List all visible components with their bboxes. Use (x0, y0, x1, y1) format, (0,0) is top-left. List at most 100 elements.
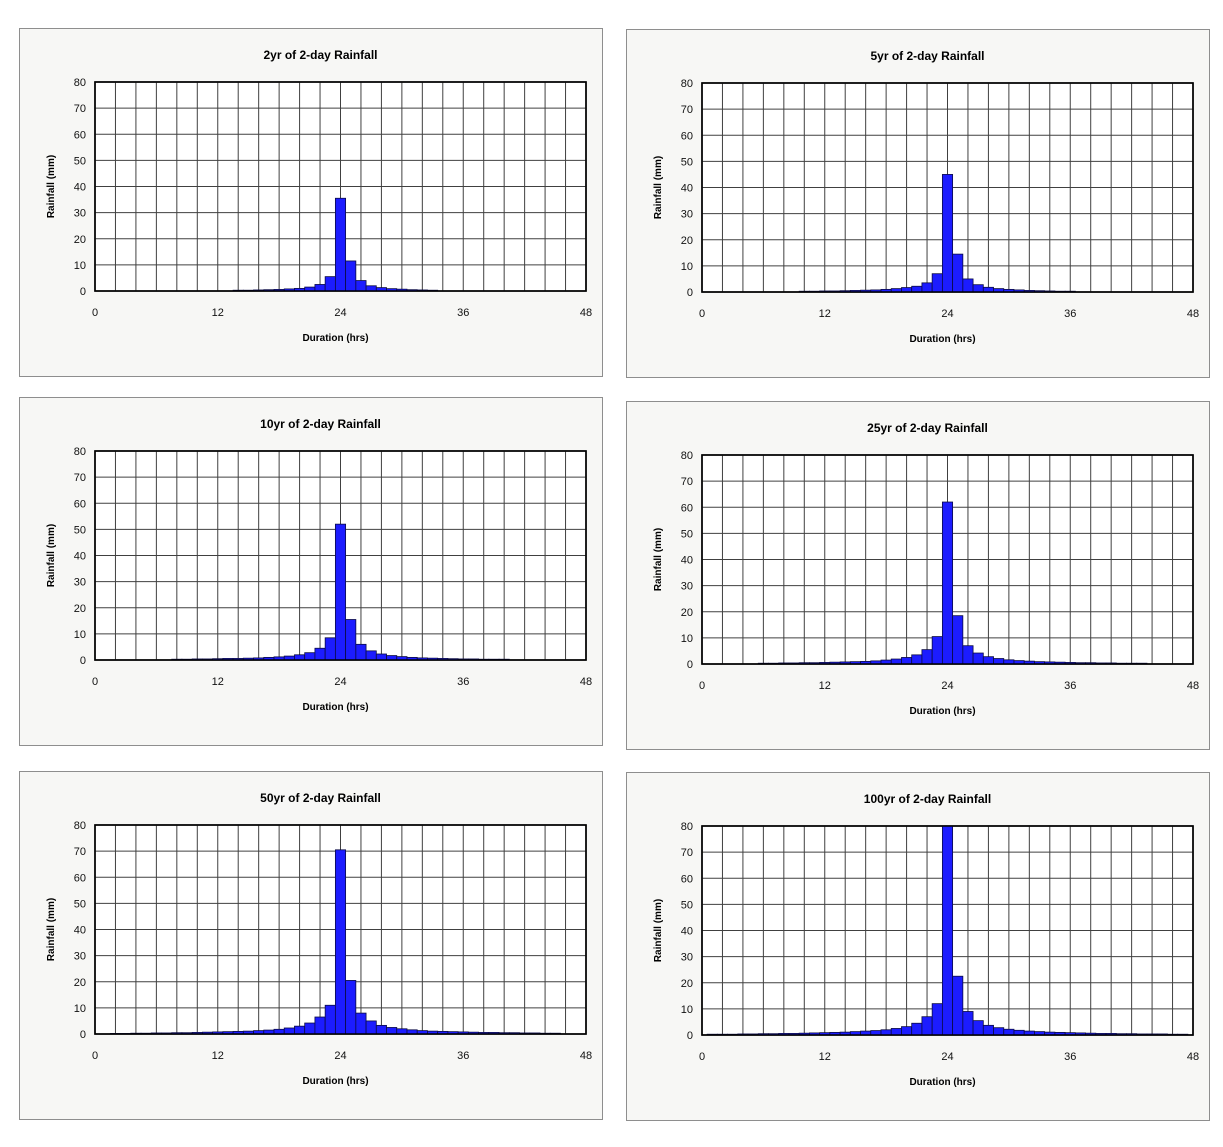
bar (952, 615, 964, 665)
bar (941, 501, 954, 665)
chart-title: 5yr of 2-day Rainfall (870, 49, 984, 63)
y-tick-label: 60 (74, 129, 86, 141)
y-tick-label: 70 (74, 103, 86, 115)
y-axis-label: Rainfall (mm) (46, 155, 57, 218)
x-tick-label: 0 (699, 308, 705, 320)
bar (355, 643, 367, 661)
bar (365, 285, 377, 292)
y-tick-label: 60 (681, 502, 693, 514)
x-axis-label: Duration (hrs) (909, 706, 975, 717)
x-tick-label: 36 (1064, 1051, 1076, 1063)
y-tick-label: 0 (80, 1029, 86, 1041)
y-tick-label: 70 (74, 846, 86, 858)
y-tick-label: 30 (681, 952, 693, 964)
bar (921, 649, 933, 665)
x-tick-label: 0 (699, 680, 705, 692)
bar (375, 1024, 387, 1035)
y-tick-label: 30 (74, 951, 86, 963)
bar (982, 656, 994, 665)
y-tick-label: 80 (681, 78, 693, 90)
y-tick-label: 20 (74, 603, 86, 615)
y-tick-label: 10 (681, 261, 693, 273)
y-tick-label: 50 (681, 156, 693, 168)
y-tick-label: 70 (681, 847, 693, 859)
bar (911, 285, 923, 293)
y-axis-label: Rainfall (mm) (653, 528, 664, 591)
x-tick-label: 12 (819, 1051, 831, 1063)
x-tick-label: 36 (457, 1050, 469, 1062)
bar (952, 253, 964, 293)
y-tick-label: 70 (74, 472, 86, 484)
bar (941, 174, 954, 293)
chart-svg: 100yr of 2-day Rainfall 0 10 20 30 40 50 60 70 80… (653, 792, 1199, 1088)
chart-panel-10yr: 10yr of 2-day Rainfall 0 10 20 30 40 50 60 70 80 0… (19, 397, 603, 746)
bar (962, 278, 974, 293)
y-axis-label: Rainfall (mm) (46, 524, 57, 587)
bar (993, 658, 1005, 665)
chart-title: 50yr of 2-day Rainfall (260, 791, 381, 805)
x-axis-label: Duration (hrs) (909, 1077, 975, 1088)
y-tick-label: 80 (74, 820, 86, 832)
x-tick-label: 12 (212, 1050, 224, 1062)
y-tick-label: 50 (74, 898, 86, 910)
chart-title: 100yr of 2-day Rainfall (864, 792, 991, 806)
x-tick-label: 24 (941, 1051, 953, 1063)
y-tick-label: 0 (687, 1030, 693, 1042)
x-tick-label: 24 (941, 308, 953, 320)
x-axis-label: Duration (hrs) (302, 333, 368, 344)
bar (952, 975, 964, 1036)
bar (314, 284, 326, 292)
x-axis-label: Duration (hrs) (302, 702, 368, 713)
x-tick-label: 12 (819, 308, 831, 320)
x-tick-label: 36 (1064, 308, 1076, 320)
x-tick-label: 48 (580, 307, 592, 319)
bar (993, 1027, 1005, 1036)
x-tick-label: 48 (1187, 308, 1199, 320)
plot-frame (701, 825, 1194, 1036)
y-tick-label: 60 (74, 872, 86, 884)
x-tick-label: 12 (819, 680, 831, 692)
y-tick-label: 20 (681, 235, 693, 247)
bar (901, 1026, 913, 1036)
y-axis-label: Rainfall (mm) (653, 156, 664, 219)
bar (294, 654, 306, 661)
chart-svg: 25yr of 2-day Rainfall 0 10 20 30 40 50 60 70 80 0… (653, 421, 1199, 717)
y-tick-label: 10 (74, 1003, 86, 1015)
bar (941, 825, 954, 1036)
y-tick-label: 40 (681, 926, 693, 938)
x-tick-label: 24 (941, 680, 953, 692)
bar (304, 1022, 316, 1035)
x-tick-label: 12 (212, 676, 224, 688)
x-tick-label: 24 (334, 676, 346, 688)
y-tick-label: 40 (74, 182, 86, 194)
bar (972, 1020, 984, 1036)
bar (324, 276, 336, 292)
bar (375, 653, 387, 661)
x-axis-label: Duration (hrs) (909, 334, 975, 345)
y-tick-label: 80 (74, 77, 86, 89)
bar (962, 645, 974, 665)
bar (294, 1025, 306, 1035)
y-tick-label: 0 (80, 655, 86, 667)
y-tick-label: 60 (681, 130, 693, 142)
y-tick-label: 0 (687, 659, 693, 671)
y-tick-label: 60 (681, 873, 693, 885)
y-tick-label: 10 (74, 629, 86, 641)
plot-frame (94, 824, 587, 1035)
y-tick-label: 50 (681, 899, 693, 911)
y-tick-label: 10 (681, 1004, 693, 1016)
chart-panel-25yr: 25yr of 2-day Rainfall 0 10 20 30 40 50 60 70 80 0… (626, 401, 1210, 750)
y-tick-label: 30 (681, 581, 693, 593)
y-tick-label: 30 (74, 577, 86, 589)
y-tick-label: 0 (80, 286, 86, 298)
y-tick-label: 40 (681, 555, 693, 567)
plot-frame (94, 450, 587, 661)
chart-panel-5yr: 5yr of 2-day Rainfall 0 10 20 30 40 50 60 70 80 0 1… (626, 29, 1210, 378)
bar (345, 619, 357, 661)
bar (962, 1011, 974, 1036)
y-tick-label: 40 (74, 925, 86, 937)
chart-panel-50yr: 50yr of 2-day Rainfall 0 10 20 30 40 50 60 70 80 0… (19, 771, 603, 1120)
bar (880, 1029, 892, 1036)
bar (931, 273, 943, 293)
bar (345, 980, 357, 1035)
